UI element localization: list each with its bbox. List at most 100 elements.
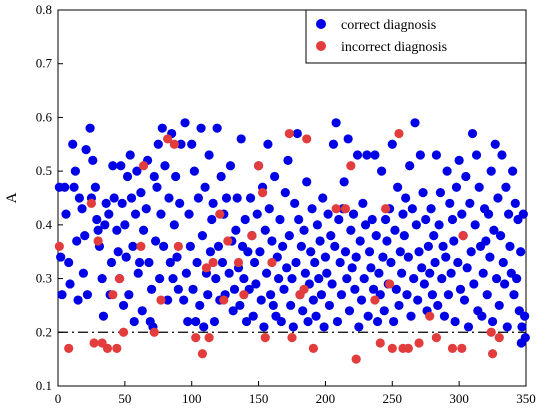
- data-point-correct: [326, 231, 336, 241]
- data-point-correct: [489, 225, 499, 235]
- data-point-correct: [60, 182, 70, 192]
- data-point-correct: [359, 273, 369, 284]
- data-point-correct: [497, 150, 507, 160]
- data-point-incorrect: [233, 257, 244, 268]
- data-point-correct: [264, 204, 274, 214]
- data-point-incorrect: [299, 284, 309, 294]
- data-point-correct: [299, 225, 309, 235]
- data-point-correct: [163, 295, 173, 305]
- data-point-correct: [350, 284, 360, 294]
- data-point-correct: [322, 268, 332, 278]
- data-point-incorrect: [370, 295, 380, 305]
- data-point-correct: [280, 188, 290, 198]
- data-point-correct: [520, 311, 530, 321]
- data-point-incorrect: [108, 290, 118, 300]
- legend-marker-correct: [316, 19, 326, 29]
- data-point-correct: [469, 279, 479, 289]
- data-point-incorrect: [394, 128, 404, 139]
- data-point-correct: [379, 306, 389, 316]
- data-point-correct: [339, 177, 349, 187]
- data-point-correct: [366, 263, 376, 273]
- data-point-incorrect: [223, 236, 233, 246]
- data-point-incorrect: [457, 343, 467, 353]
- data-point-correct: [454, 155, 464, 165]
- data-point-correct: [132, 166, 142, 176]
- y-tick-label: 0.5: [36, 163, 52, 178]
- data-point-incorrect: [331, 204, 341, 214]
- data-point-correct: [125, 150, 135, 160]
- data-point-correct: [97, 273, 107, 284]
- data-point-incorrect: [486, 327, 496, 337]
- data-point-correct: [319, 322, 329, 332]
- data-point-correct: [74, 193, 84, 203]
- data-point-correct: [370, 150, 380, 160]
- data-point-correct: [70, 166, 80, 176]
- data-point-correct: [221, 193, 232, 203]
- data-point-correct: [175, 198, 185, 208]
- data-point-correct: [90, 182, 101, 192]
- data-point-correct: [187, 139, 197, 149]
- data-point-correct: [495, 231, 506, 241]
- data-point-correct: [447, 214, 458, 225]
- legend-marker-incorrect: [316, 41, 326, 51]
- data-point-correct: [121, 252, 131, 262]
- data-point-correct: [483, 209, 494, 219]
- data-point-correct: [284, 231, 294, 241]
- data-point-correct: [328, 139, 339, 149]
- data-point-correct: [172, 252, 182, 262]
- data-point-incorrect: [64, 343, 74, 353]
- y-axis: 0.1 0.2 0.3 0.4 0.5 0.6 0.7 0.8: [36, 2, 63, 393]
- data-point-correct: [367, 214, 377, 225]
- data-point-correct: [294, 214, 304, 225]
- data-point-correct: [344, 306, 355, 316]
- data-point-correct: [407, 204, 417, 214]
- data-point-correct: [505, 241, 515, 251]
- data-point-correct: [298, 306, 308, 316]
- data-point-incorrect: [287, 333, 297, 343]
- data-point-correct: [296, 241, 306, 251]
- data-point-correct: [406, 311, 416, 321]
- legend: correct diagnosis incorrect diagnosis: [305, 9, 527, 64]
- y-tick-label: 0.6: [36, 109, 53, 124]
- data-point-correct: [152, 182, 162, 192]
- data-point-correct: [324, 300, 335, 311]
- y-tick-label: 0.3: [36, 271, 52, 286]
- data-point-correct: [434, 220, 444, 230]
- data-point-incorrect: [191, 333, 201, 343]
- data-point-correct: [197, 231, 208, 241]
- data-point-correct: [231, 225, 241, 235]
- data-point-correct: [93, 225, 103, 235]
- data-point-correct: [216, 171, 226, 182]
- data-point-correct: [176, 139, 186, 149]
- data-point-correct: [493, 193, 503, 203]
- data-point-correct: [410, 118, 420, 128]
- data-point-correct: [274, 273, 284, 284]
- data-point-incorrect: [149, 327, 159, 337]
- data-point-correct: [204, 150, 214, 160]
- data-point-incorrect: [201, 263, 212, 273]
- data-point-correct: [165, 257, 175, 268]
- data-point-correct: [160, 161, 170, 171]
- data-point-correct: [438, 241, 448, 251]
- data-point-correct: [485, 252, 495, 262]
- data-point-correct: [181, 268, 191, 278]
- data-point-correct: [106, 257, 117, 268]
- data-point-correct: [104, 209, 114, 219]
- data-point-correct: [286, 300, 296, 311]
- data-point-correct: [398, 209, 408, 219]
- data-point-correct: [310, 257, 320, 268]
- data-point-correct: [481, 236, 491, 246]
- data-point-incorrect: [136, 241, 146, 251]
- data-point-correct: [129, 316, 139, 327]
- data-point-correct: [130, 209, 141, 219]
- data-point-incorrect: [403, 343, 413, 353]
- x-tick-label: 200: [316, 391, 336, 406]
- data-point-correct: [314, 273, 324, 284]
- data-point-correct: [278, 241, 288, 251]
- data-point-correct: [462, 263, 472, 273]
- data-point-correct: [68, 139, 78, 149]
- data-point-correct: [461, 171, 471, 182]
- data-point-correct: [312, 220, 323, 230]
- data-point-correct: [153, 139, 163, 149]
- data-point-incorrect: [267, 257, 277, 268]
